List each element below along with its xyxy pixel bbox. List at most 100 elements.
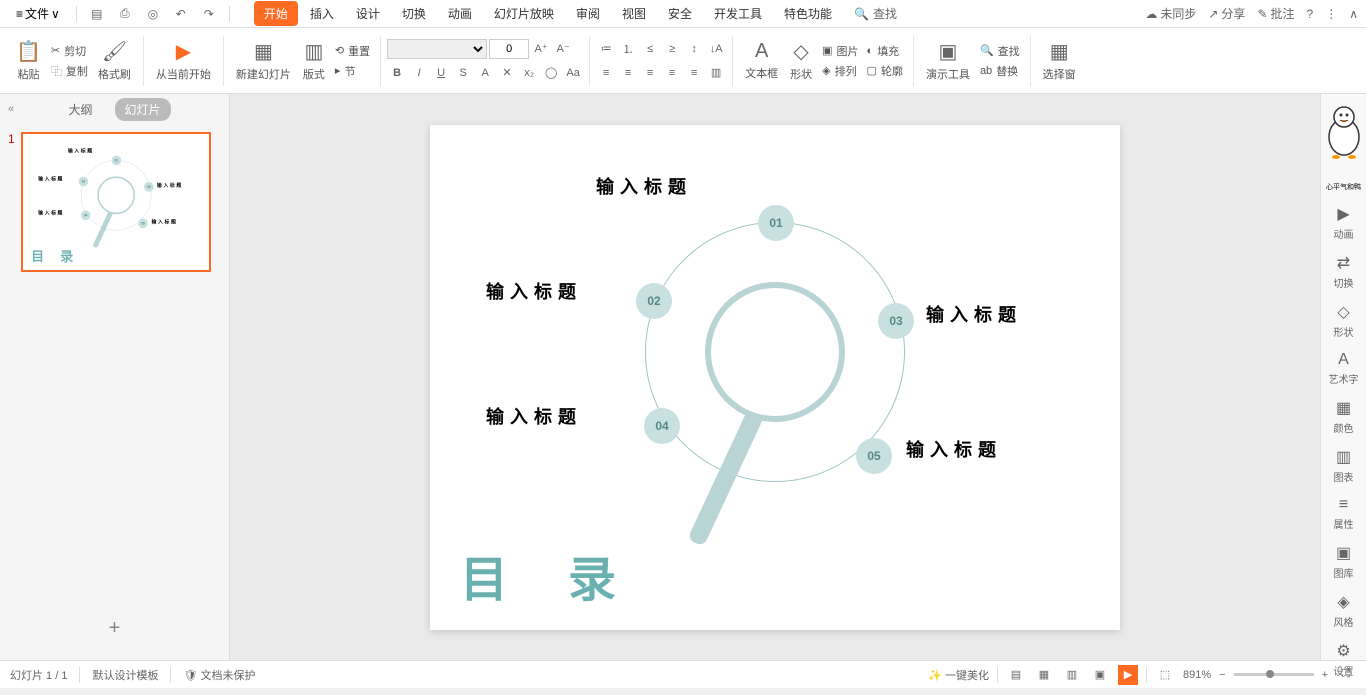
picture-button[interactable]: ▣ 图片: [818, 42, 862, 60]
align-center-button[interactable]: ≡: [618, 63, 638, 83]
columns-button[interactable]: ▥: [706, 63, 726, 83]
select-pane-button[interactable]: ▦选择窗: [1037, 37, 1082, 84]
line-spacing-button[interactable]: ↕: [684, 39, 704, 59]
font-color-button[interactable]: A: [475, 63, 495, 83]
cut-button[interactable]: ✂ 剪切: [47, 42, 92, 60]
slides-tab[interactable]: 幻灯片: [115, 98, 171, 121]
tab-insert[interactable]: 插入: [300, 1, 344, 26]
duck-mascot[interactable]: 心平气和鸭: [1322, 102, 1366, 192]
sidebar-颜色[interactable]: ▦颜色: [1324, 392, 1364, 441]
clear-format-button[interactable]: ◯: [541, 63, 561, 83]
sidebar-切换[interactable]: ⇄切换: [1324, 247, 1364, 296]
print-icon[interactable]: ⎙: [113, 2, 137, 26]
collapse-ribbon-icon[interactable]: ∧: [1349, 7, 1358, 21]
protect-status[interactable]: 🛡 文档未保护: [183, 667, 255, 683]
help-icon[interactable]: ?: [1307, 7, 1314, 21]
layout-button[interactable]: ▥版式: [297, 37, 331, 84]
save-icon[interactable]: ▤: [85, 2, 109, 26]
shape-button[interactable]: ◇形状: [784, 37, 818, 84]
tab-design[interactable]: 设计: [346, 1, 390, 26]
collapse-panel-icon[interactable]: «: [8, 103, 14, 115]
justify-button[interactable]: ≡: [662, 63, 682, 83]
slide-canvas[interactable]: 01输入标题02输入标题03输入标题04输入标题05输入标题 目录: [430, 125, 1120, 630]
fit-icon[interactable]: ⬚: [1155, 665, 1175, 685]
sidebar-风格[interactable]: ◈风格: [1324, 586, 1364, 635]
fullscreen-icon[interactable]: ⛶: [1336, 665, 1356, 685]
tab-animation[interactable]: 动画: [438, 1, 482, 26]
more-icon[interactable]: ⋮: [1325, 7, 1337, 21]
bold-button[interactable]: B: [387, 63, 407, 83]
share-button[interactable]: ↗ 分享: [1208, 5, 1245, 22]
zoom-out-button[interactable]: −: [1219, 669, 1225, 681]
decrease-indent-button[interactable]: ≤: [640, 39, 660, 59]
sidebar-图表[interactable]: ▥图表: [1324, 441, 1364, 490]
slide-thumbnail-1[interactable]: 01输入标题02输入标题03输入标题04输入标题05输入标题 目录: [21, 132, 211, 272]
search-command[interactable]: 🔍 查找: [854, 5, 897, 22]
tab-security[interactable]: 安全: [658, 1, 702, 26]
redo-icon[interactable]: ↷: [197, 2, 221, 26]
text-direction-button[interactable]: ↓A: [706, 39, 726, 59]
zoom-level[interactable]: 891%: [1183, 669, 1211, 681]
textbox-button[interactable]: A文本框: [739, 38, 784, 83]
preview-icon[interactable]: ◎: [141, 2, 165, 26]
notes-view-icon[interactable]: ▤: [1006, 665, 1026, 685]
sync-status[interactable]: ☁ 未同步: [1145, 5, 1196, 22]
change-case-button[interactable]: Aa: [563, 63, 583, 83]
sidebar-属性[interactable]: ≡属性: [1324, 490, 1364, 537]
tab-view[interactable]: 视图: [612, 1, 656, 26]
tab-slideshow[interactable]: 幻灯片放映: [484, 1, 564, 26]
annotate-button[interactable]: ✎ 批注: [1257, 5, 1294, 22]
align-left-button[interactable]: ≡: [596, 63, 616, 83]
zoom-in-button[interactable]: +: [1322, 669, 1328, 681]
decrease-font-icon[interactable]: A⁻: [553, 39, 573, 59]
font-family-select[interactable]: [387, 39, 487, 59]
distribute-button[interactable]: ≡: [684, 63, 704, 83]
tab-dev[interactable]: 开发工具: [704, 1, 772, 26]
reset-button[interactable]: ⟲ 重置: [331, 42, 374, 60]
tab-transition[interactable]: 切换: [392, 1, 436, 26]
zoom-slider[interactable]: [1234, 673, 1314, 676]
tab-review[interactable]: 审阅: [566, 1, 610, 26]
numbering-button[interactable]: ⒈: [618, 39, 638, 59]
section-button[interactable]: ▸ 节: [331, 62, 374, 80]
copy-button[interactable]: ⿻ 复制: [47, 62, 92, 80]
font-size-input[interactable]: [489, 39, 529, 59]
tab-feature[interactable]: 特色功能: [774, 1, 842, 26]
strike-button[interactable]: S: [453, 63, 473, 83]
italic-button[interactable]: I: [409, 63, 429, 83]
sidebar-艺术字[interactable]: A艺术字: [1324, 345, 1364, 392]
undo-icon[interactable]: ↶: [169, 2, 193, 26]
slideshow-view-icon[interactable]: ▶: [1118, 665, 1138, 685]
sorter-view-icon[interactable]: ▥: [1062, 665, 1082, 685]
template-name[interactable]: 默认设计模板: [92, 667, 158, 683]
sidebar-形状[interactable]: ◇形状: [1324, 296, 1364, 345]
sidebar-图库[interactable]: ▣图库: [1324, 537, 1364, 586]
beautify-button[interactable]: ✨ 一键美化: [928, 667, 989, 683]
new-slide-button[interactable]: ▦新建幻灯片: [230, 37, 297, 84]
increase-indent-button[interactable]: ≥: [662, 39, 682, 59]
file-menu[interactable]: ≡ 文件 ∨: [8, 3, 68, 24]
paste-button[interactable]: 📋粘贴: [10, 37, 47, 84]
format-painter-button[interactable]: 🖌格式刷: [92, 37, 137, 84]
outline-button[interactable]: ▢ 轮廓: [863, 62, 907, 80]
fill-button[interactable]: ◐ 填充: [863, 42, 907, 60]
subscript-button[interactable]: x₂: [519, 63, 539, 83]
normal-view-icon[interactable]: ▦: [1034, 665, 1054, 685]
reading-view-icon[interactable]: ▣: [1090, 665, 1110, 685]
thumb-number: 1: [8, 132, 15, 272]
sidebar-动画[interactable]: ▶动画: [1324, 198, 1364, 247]
canvas-area[interactable]: 01输入标题02输入标题03输入标题04输入标题05输入标题 目录: [230, 94, 1320, 660]
outline-tab[interactable]: 大纲: [58, 98, 102, 121]
align-right-button[interactable]: ≡: [640, 63, 660, 83]
from-current-button[interactable]: ▶从当前开始: [150, 37, 217, 84]
increase-font-icon[interactable]: A⁺: [531, 39, 551, 59]
highlight-button[interactable]: ✕: [497, 63, 517, 83]
underline-button[interactable]: U: [431, 63, 451, 83]
present-tools-button[interactable]: ▣演示工具: [920, 37, 976, 84]
tab-start[interactable]: 开始: [254, 1, 298, 26]
find-button[interactable]: 🔍 查找: [976, 42, 1024, 60]
add-slide-button[interactable]: +: [0, 597, 229, 660]
arrange-button[interactable]: ◈ 排列: [818, 62, 862, 80]
bullets-button[interactable]: ≔: [596, 39, 616, 59]
replace-button[interactable]: ab 替换: [976, 62, 1024, 80]
